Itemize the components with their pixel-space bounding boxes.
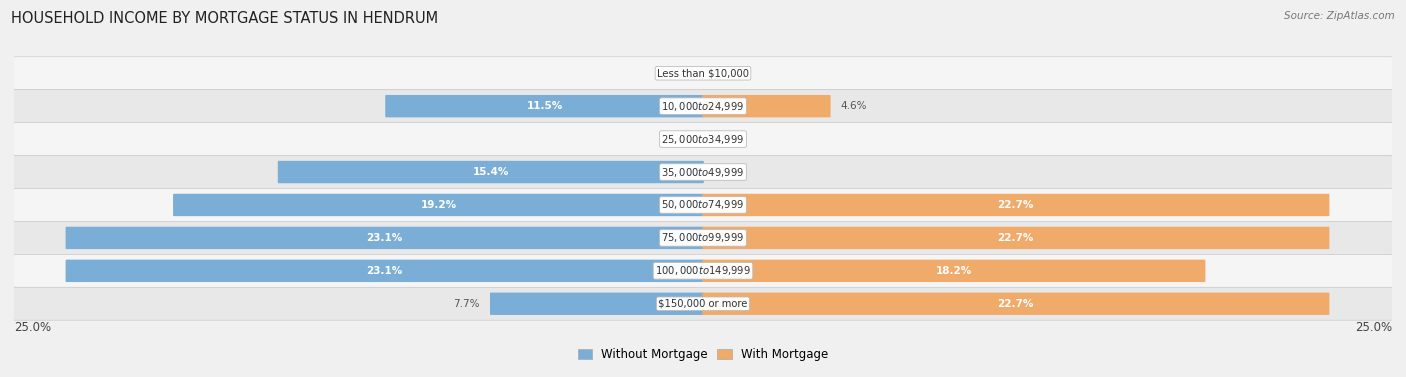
Text: 15.4%: 15.4% [472, 167, 509, 177]
FancyBboxPatch shape [14, 123, 1392, 156]
Text: 23.1%: 23.1% [367, 266, 404, 276]
FancyBboxPatch shape [66, 227, 704, 249]
FancyBboxPatch shape [702, 194, 1330, 216]
Text: $150,000 or more: $150,000 or more [658, 299, 748, 309]
Text: 7.7%: 7.7% [453, 299, 479, 309]
Text: $50,000 to $74,999: $50,000 to $74,999 [661, 198, 745, 211]
Text: 22.7%: 22.7% [998, 299, 1033, 309]
FancyBboxPatch shape [702, 95, 831, 117]
Text: 0.0%: 0.0% [666, 134, 693, 144]
FancyBboxPatch shape [278, 161, 704, 183]
FancyBboxPatch shape [702, 293, 1330, 315]
Text: 18.2%: 18.2% [935, 266, 972, 276]
FancyBboxPatch shape [14, 221, 1392, 254]
Text: HOUSEHOLD INCOME BY MORTGAGE STATUS IN HENDRUM: HOUSEHOLD INCOME BY MORTGAGE STATUS IN H… [11, 11, 439, 26]
FancyBboxPatch shape [66, 260, 704, 282]
Text: 0.0%: 0.0% [666, 68, 693, 78]
Text: $25,000 to $34,999: $25,000 to $34,999 [661, 133, 745, 146]
FancyBboxPatch shape [489, 293, 704, 315]
Text: 25.0%: 25.0% [1355, 321, 1392, 334]
FancyBboxPatch shape [14, 156, 1392, 188]
Text: 11.5%: 11.5% [526, 101, 562, 111]
Text: 0.0%: 0.0% [713, 134, 740, 144]
Text: 22.7%: 22.7% [998, 233, 1033, 243]
FancyBboxPatch shape [702, 260, 1205, 282]
Text: Source: ZipAtlas.com: Source: ZipAtlas.com [1284, 11, 1395, 21]
Text: $100,000 to $149,999: $100,000 to $149,999 [655, 264, 751, 277]
Text: $10,000 to $24,999: $10,000 to $24,999 [661, 100, 745, 113]
FancyBboxPatch shape [14, 287, 1392, 320]
FancyBboxPatch shape [702, 227, 1330, 249]
FancyBboxPatch shape [14, 57, 1392, 90]
Text: 19.2%: 19.2% [420, 200, 457, 210]
FancyBboxPatch shape [14, 90, 1392, 123]
FancyBboxPatch shape [14, 188, 1392, 221]
FancyBboxPatch shape [14, 254, 1392, 287]
Text: 23.1%: 23.1% [367, 233, 404, 243]
Text: 0.0%: 0.0% [713, 167, 740, 177]
Text: $75,000 to $99,999: $75,000 to $99,999 [661, 231, 745, 244]
Text: Less than $10,000: Less than $10,000 [657, 68, 749, 78]
FancyBboxPatch shape [385, 95, 704, 117]
FancyBboxPatch shape [173, 194, 704, 216]
Text: 4.6%: 4.6% [841, 101, 868, 111]
Legend: Without Mortgage, With Mortgage: Without Mortgage, With Mortgage [574, 343, 832, 366]
Text: 25.0%: 25.0% [14, 321, 51, 334]
Text: 0.0%: 0.0% [713, 68, 740, 78]
Text: $35,000 to $49,999: $35,000 to $49,999 [661, 166, 745, 179]
Text: 22.7%: 22.7% [998, 200, 1033, 210]
